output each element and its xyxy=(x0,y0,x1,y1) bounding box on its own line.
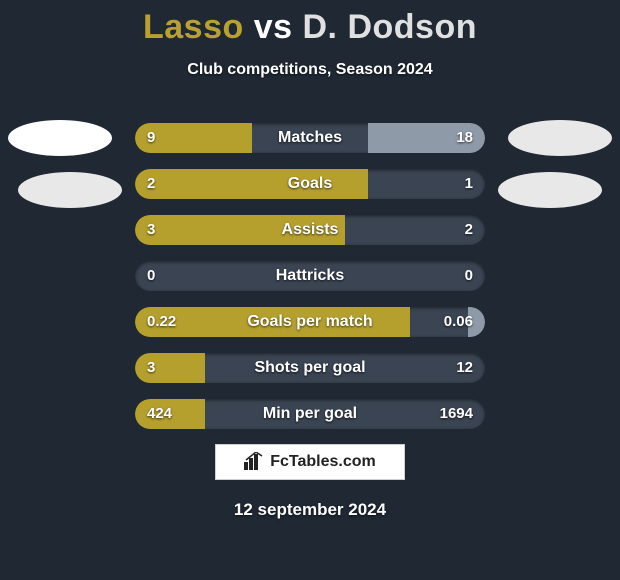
stat-bar-row: 21Goals xyxy=(135,169,485,199)
vs-separator: vs xyxy=(254,8,293,46)
stat-bar-label: Shots per goal xyxy=(135,353,485,383)
stat-bar-label: Matches xyxy=(135,123,485,153)
player1-club-placeholder xyxy=(18,172,122,208)
stat-bar-row: 918Matches xyxy=(135,123,485,153)
stat-bar-label: Hattricks xyxy=(135,261,485,291)
brand-chart-icon xyxy=(244,452,264,473)
stat-bar-label: Goals xyxy=(135,169,485,199)
subtitle: Club competitions, Season 2024 xyxy=(0,61,620,79)
brand-text: FcTables.com xyxy=(270,453,376,471)
generated-date: 12 september 2024 xyxy=(0,500,620,520)
stat-bar-label: Min per goal xyxy=(135,399,485,429)
stat-bar-row: 312Shots per goal xyxy=(135,353,485,383)
player2-club-placeholder xyxy=(498,172,602,208)
stat-bar-row: 0.220.06Goals per match xyxy=(135,307,485,337)
stat-bar-label: Goals per match xyxy=(135,307,485,337)
brand-link[interactable]: FcTables.com xyxy=(215,444,405,480)
player1-name: Lasso xyxy=(143,8,244,46)
stat-bar-row: 32Assists xyxy=(135,215,485,245)
stats-bars-container: 918Matches 21Goals 32Assists 00Hattricks 0.2… xyxy=(135,123,485,445)
stat-bar-row: 4241694Min per goal xyxy=(135,399,485,429)
stat-bar-label: Assists xyxy=(135,215,485,245)
comparison-title: Lasso vs D. Dodson xyxy=(0,0,620,47)
player2-avatar-placeholder xyxy=(508,120,612,156)
player2-name: D. Dodson xyxy=(303,8,477,46)
stat-bar-row: 00Hattricks xyxy=(135,261,485,291)
player1-avatar-placeholder xyxy=(8,120,112,156)
